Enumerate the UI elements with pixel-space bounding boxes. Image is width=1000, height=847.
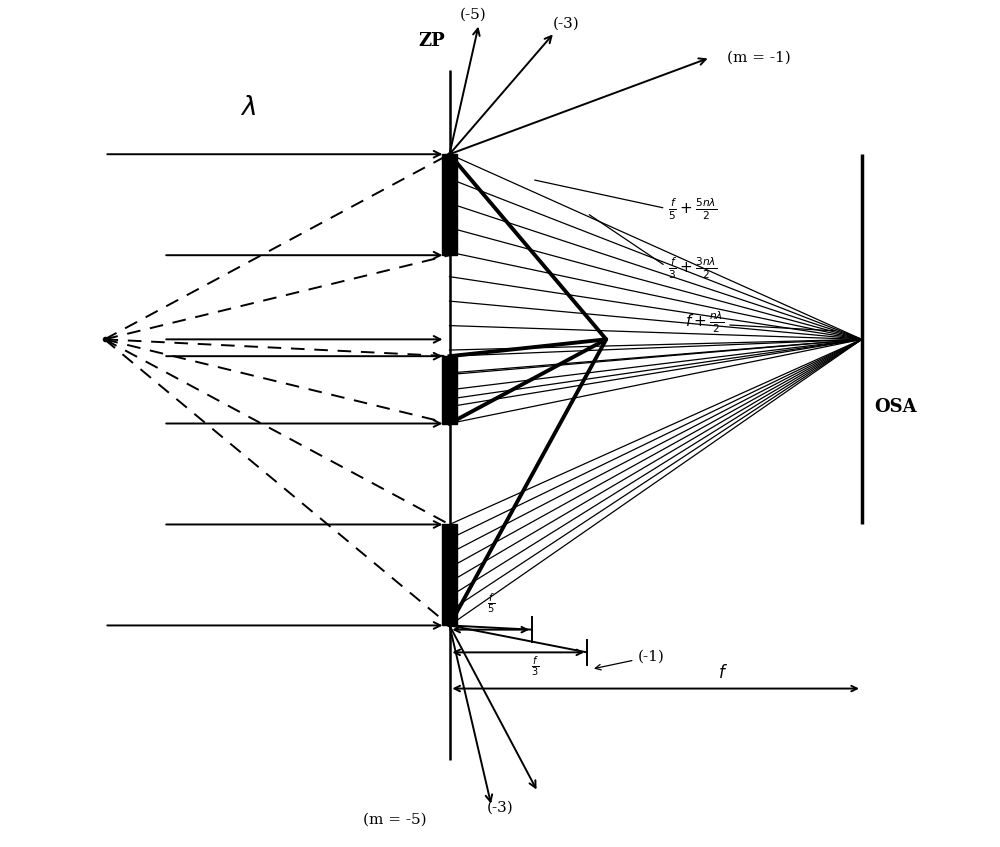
Text: $f$: $f$ (718, 664, 728, 682)
Text: $f+\frac{n\lambda}{2}$: $f+\frac{n\lambda}{2}$ (685, 310, 834, 335)
Text: $\frac{f}{3}+\frac{3n\lambda}{2}$: $\frac{f}{3}+\frac{3n\lambda}{2}$ (589, 214, 718, 280)
Text: (-5): (-5) (460, 8, 486, 21)
Text: $\frac{f}{5}+\frac{5n\lambda}{2}$: $\frac{f}{5}+\frac{5n\lambda}{2}$ (535, 180, 718, 222)
Text: (-3): (-3) (487, 800, 513, 815)
Bar (442, 154, 457, 255)
Text: $\lambda$: $\lambda$ (240, 96, 256, 120)
Text: (m = -5): (m = -5) (363, 812, 427, 826)
Text: (m = -1): (m = -1) (727, 51, 791, 64)
Bar (442, 524, 457, 625)
Text: $\frac{f}{3}$: $\frac{f}{3}$ (531, 654, 539, 678)
Text: ZP: ZP (419, 31, 445, 50)
Text: $\frac{f}{5}$: $\frac{f}{5}$ (487, 591, 495, 615)
Text: (-1): (-1) (595, 650, 664, 670)
Text: (-3): (-3) (552, 17, 579, 30)
Text: OSA: OSA (874, 398, 917, 416)
Bar (442, 357, 457, 424)
